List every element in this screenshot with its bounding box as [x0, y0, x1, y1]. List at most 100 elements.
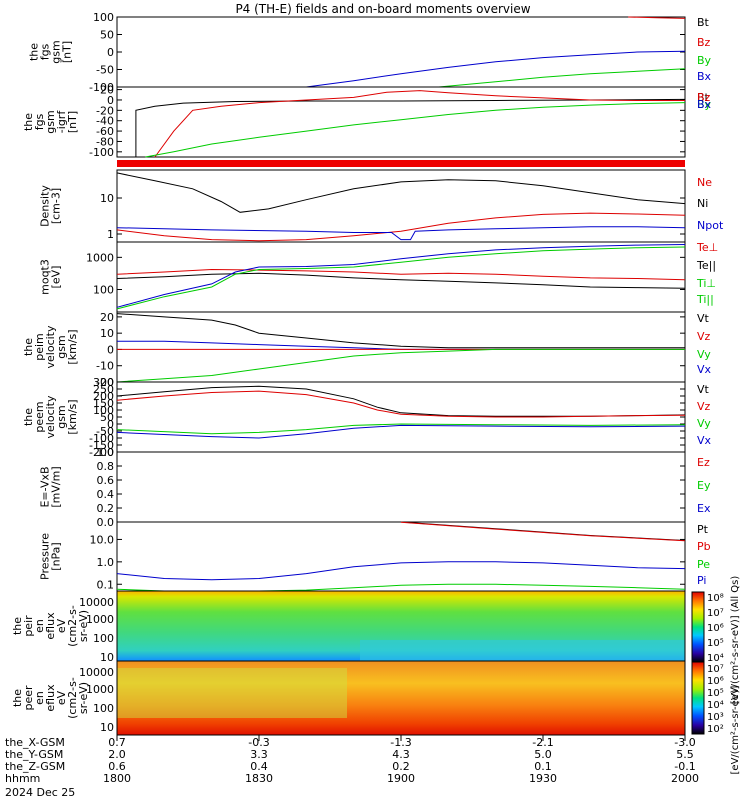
y-label-line: gsm [50, 40, 63, 63]
panel-y-label: Pressure[nPa] [39, 533, 63, 580]
series-Ni-line [116, 172, 686, 213]
y-tick-label: 20 [100, 311, 114, 324]
y-tick-label: 1.0 [97, 556, 115, 569]
electron-colorbar-label: [eV/(cm²-s-sr-eV)] [730, 685, 741, 774]
y-tick-label: 0.4 [97, 488, 115, 501]
y-tick-label: 0 [107, 94, 114, 107]
orbit-value: -0.3 [248, 736, 269, 749]
y-label-line: peem [33, 401, 46, 432]
y-tick-label: -10 [96, 360, 114, 373]
y-label-line: [nT] [66, 111, 79, 133]
orbit-value: 0.7 [108, 736, 126, 749]
y-label-line: fgs [39, 43, 52, 60]
legend-Te⊥: Te⊥ [696, 241, 718, 254]
y-label-line: eV [55, 690, 68, 705]
electron-spectrogram [116, 660, 686, 736]
series-Vx-line [116, 424, 686, 439]
legend-Te||: Te|| [696, 259, 716, 272]
series-Vz-line [116, 390, 686, 418]
y-label-line: velocity [44, 395, 57, 438]
series-By-line [438, 68, 686, 88]
legend-Pe: Pe [697, 558, 710, 571]
y-tick-label: 100 [93, 284, 114, 297]
y-tick-label: -100 [89, 81, 114, 94]
legend-Ez: Ez [697, 456, 710, 469]
y-tick-label: 100 [93, 702, 114, 715]
y-tick-label: 10 [100, 721, 114, 734]
legend-Bz: Bz [697, 36, 711, 49]
y-tick-label: -100 [89, 432, 114, 445]
y-tick-label: 0.0 [97, 516, 115, 529]
orbit-value: 1930 [529, 772, 557, 785]
legend-Vy: Vy [697, 417, 711, 430]
ion-spectrogram-low-band [360, 640, 685, 661]
y-tick-label: 10.0 [90, 533, 115, 546]
panel-y-label: thepeirenefluxeV(cm2-s-sr-eV) [11, 605, 90, 647]
legend-Vz: Vz [697, 330, 711, 343]
y-label-line: the [22, 113, 35, 131]
series-Pe-line [116, 583, 686, 592]
panel-y-label: thepeimvelocitygsm[km/s] [22, 325, 79, 368]
legend-Pi: Pi [697, 574, 706, 587]
legend-Bt: Bt [697, 16, 710, 29]
y-label-line: Pressure [39, 533, 52, 580]
orbit-value: 5.5 [676, 748, 694, 761]
legend-Ne: Ne [697, 176, 712, 189]
y-tick-label: 20 [100, 84, 114, 97]
orbit-value: 4.3 [392, 748, 410, 761]
legend-Bx: Bx [697, 70, 712, 83]
legend-Ex: Ex [697, 502, 711, 515]
colorbar-tick-label: 10⁵ [707, 688, 724, 699]
y-tick-label: 100 [93, 404, 114, 417]
legend-By: By [697, 98, 712, 111]
y-tick-label: -100 [89, 146, 114, 159]
y-tick-label: -200 [89, 446, 114, 459]
y-tick-label: 0 [107, 418, 114, 431]
legend-Pb: Pb [697, 540, 711, 553]
series-Ti||-line [116, 246, 686, 310]
series-Bx-line [306, 50, 686, 88]
y-tick-label: 1 [107, 228, 114, 241]
y-label-line: en [33, 691, 46, 705]
orbit-row-label: the_Z-GSM [5, 760, 65, 773]
y-label-line: the [22, 338, 35, 356]
colorbar-tick-label: 10² [707, 724, 724, 735]
series-Pt-line [400, 521, 686, 541]
y-tick-label: -150 [89, 439, 114, 452]
y-tick-label: 50 [100, 29, 114, 42]
y-tick-label: -50 [96, 425, 114, 438]
series-Bz-line [628, 16, 686, 19]
orbit-value: -1.3 [390, 736, 411, 749]
orbit-value: 2.0 [108, 748, 126, 761]
panel-y-label: thepeerenefluxeV(cm2-s-sr-eV) [11, 677, 90, 719]
orbit-row-label: hhmm [5, 772, 40, 785]
legend-Bz: Bz [697, 91, 711, 104]
panel-y-label: thefgsgsm-igrf[nT] [22, 110, 79, 134]
y-tick-label: 1.0 [97, 446, 115, 459]
y-tick-label: 1000 [86, 683, 114, 696]
orbit-value: 0.2 [392, 760, 410, 773]
y-label-line: the [11, 689, 24, 707]
colorbar-tick-label: 10⁴ [707, 653, 724, 664]
panel-y-label: E=-VxB[mV/m] [39, 466, 63, 507]
panel-9: 10000 1000 100 10 thepeirenefluxeV(cm2-s-sr-… [11, 596, 114, 664]
panel-8: 10.0 1.0 0.1 Pt Pb Pe Pi Pressure[nPa] [39, 521, 711, 592]
ion-colorbar-label: [eV/(cm²-s-sr-eV)] (All Qs) [730, 576, 741, 705]
orbit-value: -0.1 [674, 760, 695, 773]
y-tick-label: 10 [100, 192, 114, 205]
y-tick-label: 0.8 [97, 460, 115, 473]
y-tick-label: 0 [107, 46, 114, 59]
series-Vy-line [116, 348, 685, 383]
y-label-line: eV [55, 618, 68, 633]
y-label-line: eflux [44, 612, 57, 640]
ephemeris-bar [117, 160, 685, 167]
series-Npot-line [116, 226, 686, 241]
ion-colorbar [691, 591, 705, 663]
y-tick-label: 10 [100, 327, 114, 340]
panel-y-label: thefgsgsm[nT] [28, 40, 74, 63]
series-Bz-line [154, 90, 685, 158]
legend-Vx: Vx [697, 434, 712, 447]
y-label-line: [nT] [61, 41, 74, 63]
y-label-line: eflux [44, 684, 57, 712]
orbit-row-label: the_X-GSM [5, 736, 65, 749]
